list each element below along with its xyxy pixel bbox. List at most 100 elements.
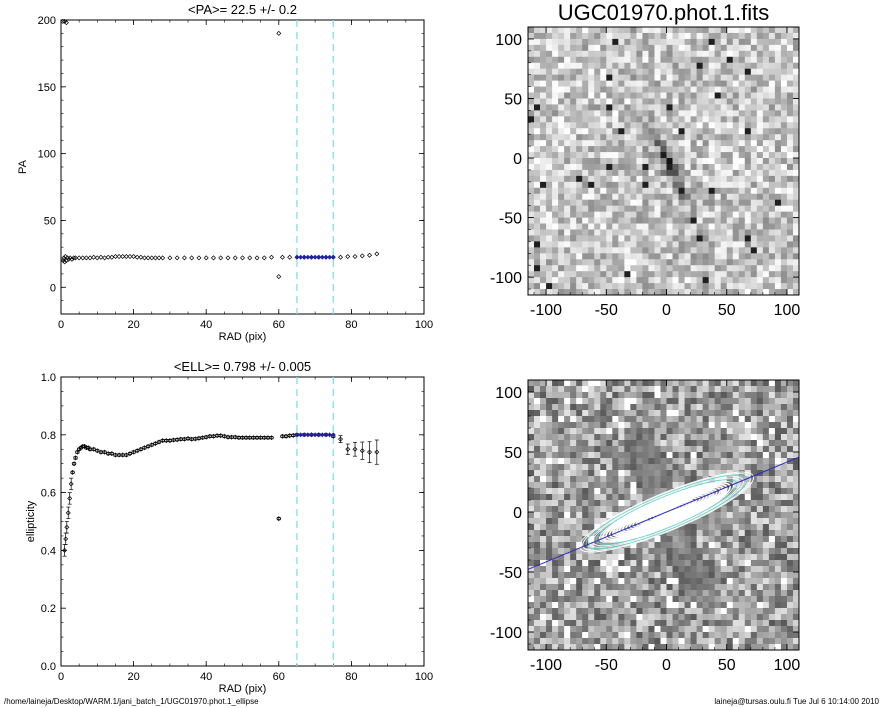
pixel <box>552 199 559 207</box>
pixel <box>606 140 613 147</box>
pixel <box>756 446 764 453</box>
pixel <box>540 602 547 609</box>
pixel <box>606 560 613 567</box>
pixel <box>696 620 704 627</box>
pixel <box>570 86 577 93</box>
pixel <box>528 506 535 513</box>
pixel <box>750 494 758 501</box>
pixel <box>774 500 782 507</box>
pixel <box>624 253 631 260</box>
pixel <box>636 271 643 278</box>
pixel <box>558 452 565 459</box>
pixel <box>618 253 625 260</box>
pixel <box>564 247 571 254</box>
pixel <box>546 181 553 189</box>
pixel <box>690 398 698 405</box>
pixel <box>690 56 698 64</box>
pixel <box>750 211 758 218</box>
pixel <box>570 247 577 254</box>
pixel <box>792 86 800 93</box>
pixel <box>756 187 764 195</box>
pixel <box>582 104 589 111</box>
pixel <box>654 536 661 543</box>
pixel <box>618 50 625 58</box>
pixel <box>738 404 746 411</box>
pixel <box>594 152 601 159</box>
pixel <box>768 452 776 459</box>
pixel <box>744 560 752 567</box>
pixel <box>684 169 691 177</box>
pixel <box>660 122 667 129</box>
pixel <box>606 488 613 495</box>
pixel <box>684 524 691 531</box>
pixel <box>636 566 643 573</box>
pixel <box>738 500 746 507</box>
pixel <box>636 86 643 93</box>
pixel <box>636 620 643 627</box>
pixel <box>534 632 541 639</box>
pixel <box>582 134 589 141</box>
pixel <box>600 259 607 266</box>
pixel <box>588 452 595 459</box>
pixel <box>588 235 595 242</box>
pixel <box>744 590 752 597</box>
pixel <box>774 62 782 70</box>
pixel <box>708 404 716 411</box>
pixel <box>546 62 553 70</box>
pixel <box>768 566 776 573</box>
pixel <box>660 416 667 423</box>
pixel <box>540 608 547 615</box>
pixel <box>594 229 601 236</box>
pixel <box>786 56 794 64</box>
pixel <box>588 596 595 603</box>
pixel <box>600 163 607 171</box>
pixel <box>780 116 788 123</box>
pixel <box>786 554 794 561</box>
pixel <box>750 596 758 603</box>
pixel <box>738 446 746 453</box>
pixel <box>672 398 679 405</box>
pixel <box>678 524 685 531</box>
pixel <box>720 548 728 555</box>
pixel <box>684 80 691 87</box>
pixel <box>534 152 541 159</box>
pixel <box>630 434 637 441</box>
pixel <box>630 392 637 399</box>
pixel <box>564 32 571 40</box>
pixel <box>684 56 691 64</box>
pixel <box>720 265 728 272</box>
pixel <box>648 482 655 489</box>
pixel <box>690 428 698 435</box>
pixel <box>528 223 535 230</box>
pixel <box>708 596 716 603</box>
pixel <box>576 434 583 441</box>
pixel <box>540 98 547 105</box>
pixel <box>750 116 758 123</box>
x-axis-label: RAD (pix) <box>219 331 267 343</box>
pixel <box>768 644 776 651</box>
pixel <box>678 98 685 105</box>
pixel <box>708 620 716 627</box>
pixel <box>528 217 535 224</box>
pixel <box>792 614 800 621</box>
pixel <box>612 265 619 272</box>
pixel <box>600 74 607 81</box>
pixel <box>654 476 661 483</box>
major-axis-line <box>528 456 799 570</box>
pixel <box>696 554 704 561</box>
pixel <box>624 626 631 633</box>
pixel <box>564 494 571 501</box>
pixel <box>582 211 589 218</box>
pixel <box>612 27 619 34</box>
pixel <box>648 464 655 471</box>
pixel <box>570 626 577 633</box>
pixel <box>618 80 625 87</box>
pixel <box>702 584 710 591</box>
pixel <box>606 590 613 597</box>
pixel <box>744 530 752 537</box>
pixel <box>552 163 559 171</box>
pixel <box>786 229 794 236</box>
pixel <box>696 524 704 531</box>
pixel <box>528 512 535 519</box>
pixel <box>738 578 746 585</box>
